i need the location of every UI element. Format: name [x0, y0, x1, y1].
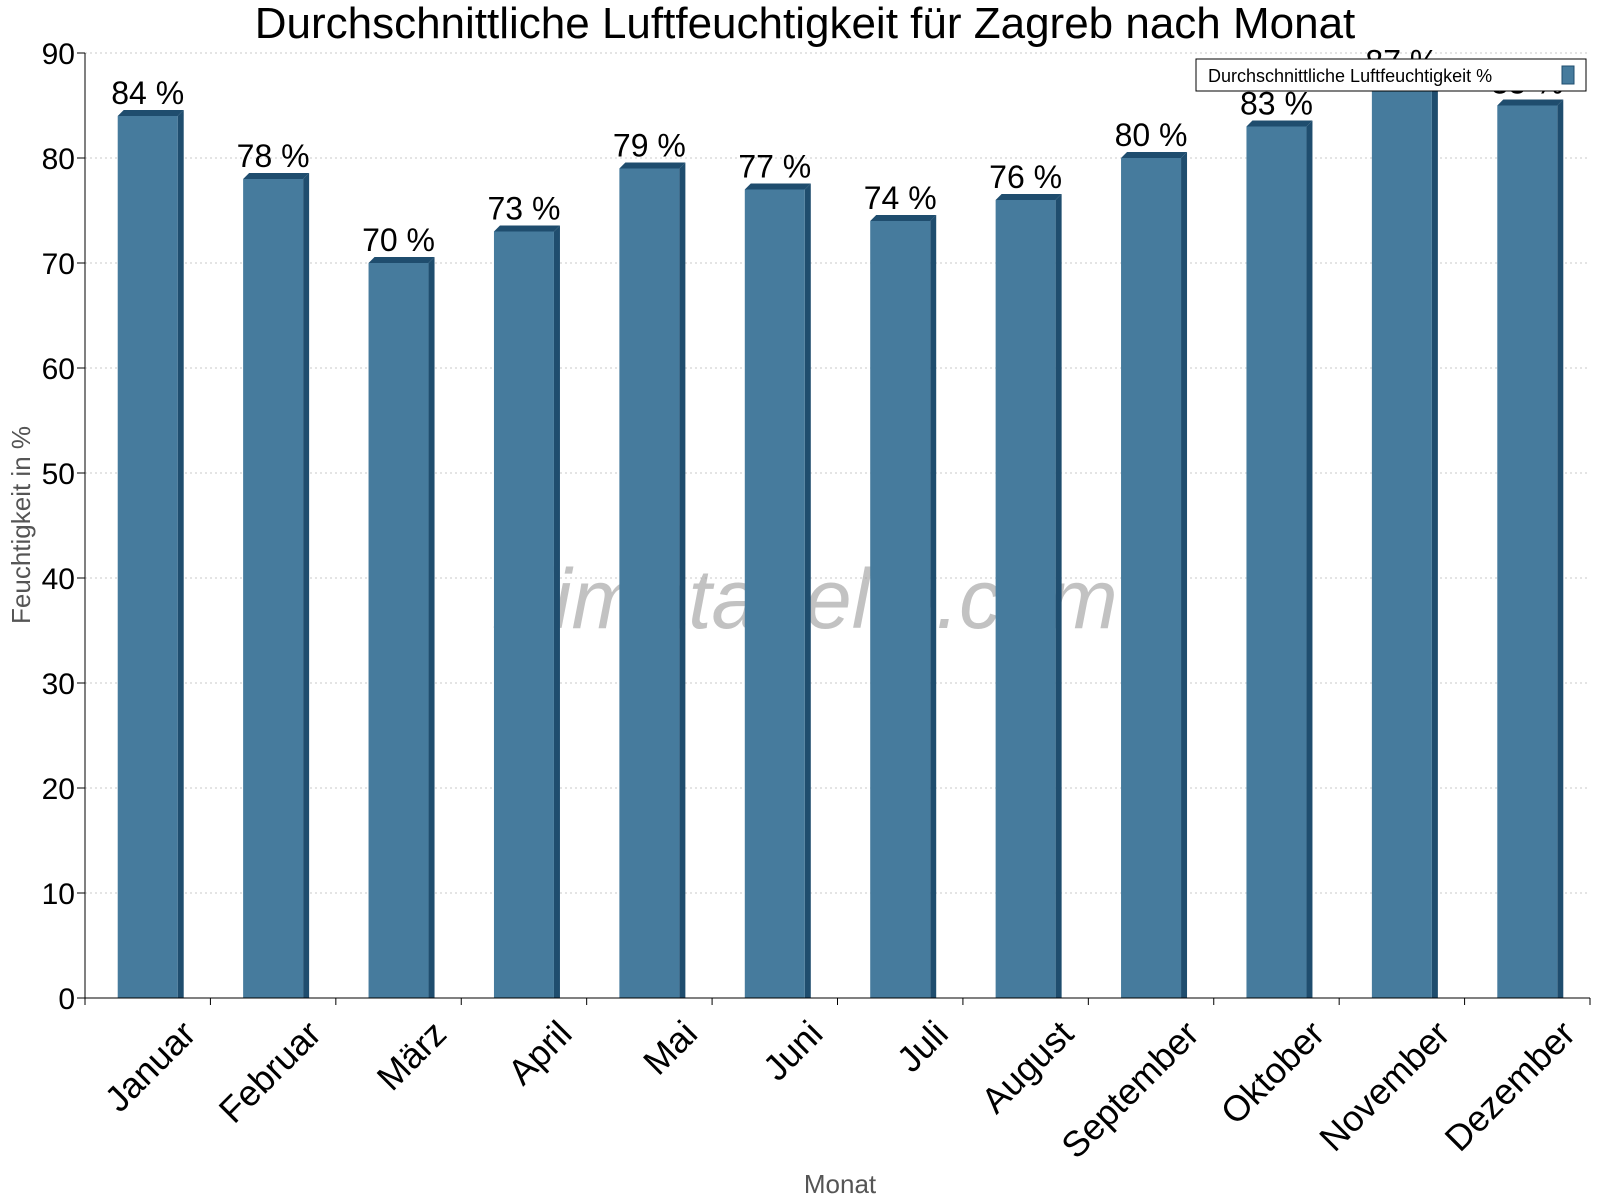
y-tick-label: 90 [42, 38, 75, 71]
x-tick-label: Februar [211, 1013, 329, 1131]
legend: Durchschnittliche Luftfeuchtigkeit % [1195, 58, 1587, 92]
bar-side [428, 257, 435, 998]
bar-7 [870, 215, 937, 998]
bar-top [1497, 99, 1564, 106]
x-tick-label: September [1053, 1013, 1207, 1167]
data-label: 79 % [613, 128, 686, 164]
bar-side [303, 173, 310, 998]
bar-side [930, 215, 937, 998]
bar-top [870, 215, 937, 221]
bar-11 [1371, 78, 1438, 998]
bars-group: 84 %78 %70 %73 %79 %77 %74 %76 %80 %83 %… [111, 44, 1564, 998]
x-tick-label: April [500, 1013, 580, 1093]
data-label: 77 % [738, 149, 811, 185]
bar-3 [368, 257, 435, 998]
data-label: 76 % [989, 159, 1062, 195]
bar-side [177, 110, 184, 998]
y-tick-label: 20 [42, 773, 75, 806]
bar-top [243, 173, 310, 179]
y-tick-label: 10 [42, 878, 75, 911]
bar-top [744, 183, 811, 190]
bar-side [553, 225, 560, 998]
legend-box [1195, 58, 1587, 92]
bar-4 [493, 225, 560, 998]
bar-5 [619, 162, 686, 998]
x-tick-label: November [1311, 1013, 1457, 1159]
bar-side [1557, 99, 1564, 998]
bar-side [679, 162, 686, 998]
bar-side [804, 183, 811, 998]
chart-title: Durchschnittliche Luftfeuchtigkeit für Z… [255, 0, 1356, 48]
bar-front [870, 221, 931, 998]
bar-top [1246, 120, 1313, 127]
data-label: 70 % [362, 222, 435, 258]
bar-2 [243, 173, 310, 998]
y-tick-label: 60 [42, 353, 75, 386]
x-axis-label: Monat [804, 1169, 877, 1199]
y-axis-label: Feuchtigkeit in % [6, 426, 36, 624]
bar-9 [1121, 152, 1188, 998]
legend-label: Durchschnittliche Luftfeuchtigkeit % [1208, 66, 1492, 86]
x-tick-label: August [973, 1013, 1081, 1121]
bar-front [744, 189, 805, 998]
bar-side [1306, 120, 1313, 998]
data-label: 78 % [237, 138, 310, 174]
bar-front [1371, 84, 1432, 998]
bar-6 [744, 183, 811, 998]
axes [84, 53, 1590, 999]
y-tick-label: 40 [42, 563, 75, 596]
bar-8 [995, 194, 1062, 998]
bar-front [1497, 105, 1558, 998]
bar-side [1181, 152, 1188, 998]
x-tick-label: März [369, 1013, 455, 1099]
bar-1 [117, 110, 184, 998]
bar-front [995, 200, 1056, 998]
x-tick-label: Januar [97, 1013, 204, 1120]
y-tick-label: 30 [42, 668, 75, 701]
y-tick-label: 70 [42, 248, 75, 281]
bar-top [619, 162, 686, 169]
bar-side [1055, 194, 1062, 998]
bar-12 [1497, 99, 1564, 998]
bar-front [619, 168, 680, 998]
bar-front [243, 179, 304, 998]
data-label: 74 % [864, 180, 937, 216]
data-label: 80 % [1115, 117, 1188, 153]
bar-top [368, 257, 435, 263]
x-tick-label: Juni [755, 1013, 831, 1089]
data-label: 84 % [111, 75, 184, 111]
bar-top [117, 110, 184, 116]
bar-top [1121, 152, 1188, 158]
x-tick-label: Dezember [1437, 1013, 1583, 1159]
y-ticks: 0 10 20 30 40 50 60 70 80 90 [42, 38, 85, 1016]
bar-side [1431, 78, 1438, 998]
bar-top [493, 225, 560, 232]
bar-10 [1246, 120, 1313, 998]
bar-front [1246, 126, 1307, 998]
x-tick-label: Mai [635, 1013, 705, 1083]
bar-front [368, 263, 429, 998]
x-tick-label: Juli [889, 1013, 956, 1080]
bar-front [1121, 158, 1182, 998]
bar-top [995, 194, 1062, 200]
y-tick-label: 0 [58, 983, 75, 1016]
legend-swatch [1561, 65, 1575, 85]
y-tick-label: 50 [42, 458, 75, 491]
bar-front [117, 116, 178, 998]
y-tick-label: 80 [42, 143, 75, 176]
grid-lines [85, 52, 1590, 894]
x-tick-label: Oktober [1213, 1013, 1333, 1133]
bar-front [493, 231, 554, 998]
data-label: 73 % [487, 191, 560, 227]
x-ticks: Januar Februar März April Mai Juni Juli AugustS… [84, 998, 1591, 1167]
